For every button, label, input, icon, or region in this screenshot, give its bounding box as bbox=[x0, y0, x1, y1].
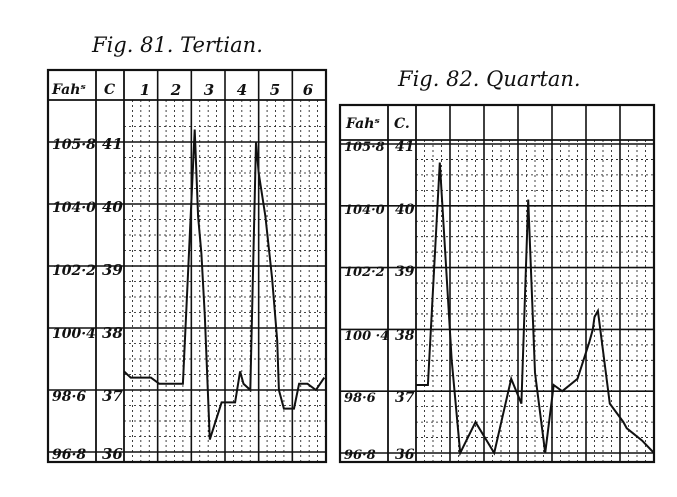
fig81-fahrenheit-tick: 98·6 bbox=[52, 389, 86, 405]
fig82-celsius-tick: 40 bbox=[395, 202, 415, 218]
fig81-celsius-tick: 40 bbox=[102, 198, 123, 216]
fig81-day-header: 6 bbox=[303, 81, 314, 99]
fig82-celsius-tick: 36 bbox=[395, 447, 415, 463]
fig81-title: Fig. 81. Tertian. bbox=[91, 33, 263, 57]
fig81-celsius-label: C bbox=[104, 82, 115, 98]
fig82-celsius-tick: 38 bbox=[395, 328, 415, 344]
fig82-fahrenheit-tick: 104·0 bbox=[344, 203, 385, 218]
fig81-fahrenheit-tick: 104·0 bbox=[52, 200, 96, 216]
fig82-celsius-tick: 37 bbox=[395, 390, 415, 406]
fig82-fahrenheit-tick: 96·8 bbox=[344, 448, 376, 463]
fig81-fahrenheit-tick: 100·4 bbox=[52, 326, 96, 342]
fig81-temperature-line bbox=[123, 129, 326, 440]
fig82-fahrenheit-tick: 102·2 bbox=[344, 265, 385, 280]
fig81-celsius-tick: 36 bbox=[102, 445, 123, 463]
fig82-fahrenheit-tick: 100 ·4 bbox=[344, 329, 389, 344]
fig81-celsius-tick: 38 bbox=[102, 324, 123, 342]
fig81-fahrenheit-tick: 105·8 bbox=[52, 137, 96, 153]
fig81-celsius-tick: 37 bbox=[102, 387, 123, 405]
fig81-day-header: 1 bbox=[140, 81, 150, 99]
fig81-celsius-tick: 39 bbox=[102, 261, 123, 279]
fig82-title: Fig. 82. Quartan. bbox=[397, 67, 581, 91]
fig81-day-header: 4 bbox=[237, 81, 247, 99]
fig81-celsius-tick: 41 bbox=[102, 135, 123, 153]
fig82-fahrenheit-tick: 98·6 bbox=[344, 391, 376, 406]
fig81-fahrenheit-tick: 102·2 bbox=[52, 263, 96, 279]
fig82-fahrenheit-label: Fahˢ bbox=[345, 116, 380, 132]
fig81-day-header: 2 bbox=[170, 81, 181, 99]
fig82-celsius-tick: 39 bbox=[395, 264, 415, 280]
fig82-fahrenheit-tick: 105·8 bbox=[344, 140, 385, 155]
fig81-day-header: 5 bbox=[270, 81, 280, 99]
fig82-temperature-line bbox=[416, 162, 655, 457]
fig82-celsius-tick: 41 bbox=[395, 139, 414, 155]
fig82-celsius-label: C. bbox=[394, 116, 410, 132]
fig82-frame bbox=[338, 103, 656, 464]
fig81-day-header: 3 bbox=[204, 81, 214, 99]
fig81-fahrenheit-tick: 96·8 bbox=[52, 447, 86, 463]
fig81-fahrenheit-label: Fahˢ bbox=[51, 82, 86, 98]
